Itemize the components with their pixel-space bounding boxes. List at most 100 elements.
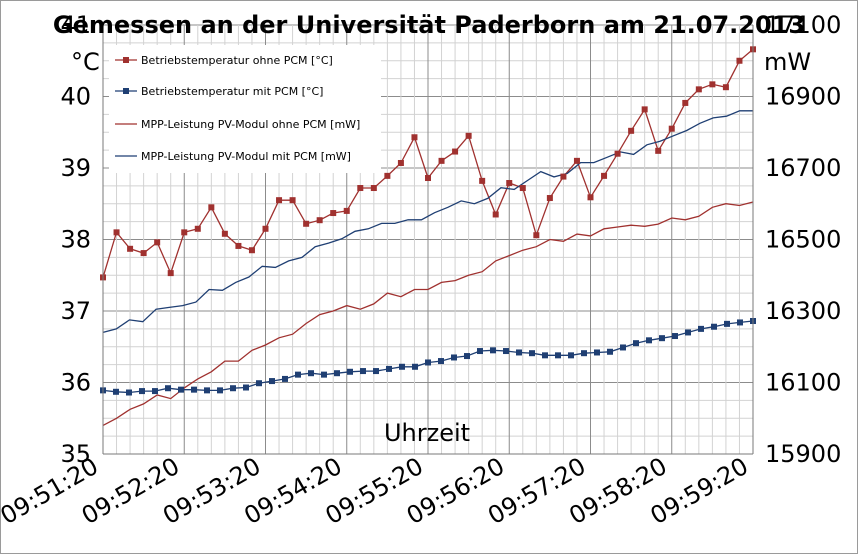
- data-point-1: [165, 385, 171, 392]
- y-right-tick-label: 16300: [765, 297, 841, 325]
- y-right-tick-label: 16500: [765, 226, 841, 254]
- data-point-1: [360, 368, 366, 375]
- data-point-1: [438, 358, 444, 365]
- y-right-tick-label: 15900: [765, 440, 841, 468]
- data-point-1: [464, 353, 470, 360]
- data-point-1: [529, 350, 535, 357]
- data-point-1: [451, 354, 457, 361]
- data-point-1: [282, 375, 288, 382]
- data-point-1: [113, 388, 119, 395]
- data-point-0: [411, 134, 418, 141]
- series-line-2: [102, 201, 754, 426]
- data-point-1: [503, 348, 509, 355]
- data-point-1: [243, 384, 249, 391]
- data-point-1: [230, 385, 236, 392]
- data-point-1: [672, 333, 678, 340]
- data-point-0: [709, 81, 716, 88]
- data-point-0: [370, 185, 377, 192]
- data-point-1: [594, 349, 600, 356]
- data-point-0: [465, 132, 472, 139]
- data-point-0: [343, 207, 350, 214]
- data-point-1: [633, 340, 639, 347]
- data-point-1: [256, 380, 262, 387]
- y-left-tick-label: 37: [60, 297, 91, 325]
- data-point-0: [154, 239, 161, 246]
- data-point-0: [140, 250, 147, 257]
- data-point-0: [641, 106, 648, 113]
- y-left-unit: °C: [71, 48, 100, 76]
- chart-title: Gemessen an der Universität Paderborn am…: [53, 11, 805, 39]
- data-point-1: [152, 388, 158, 395]
- legend-label-temp-ohne: Betriebstemperatur ohne PCM [°C]: [141, 54, 333, 67]
- x-axis-label: Uhrzeit: [384, 419, 470, 447]
- legend: Betriebstemperatur ohne PCM [°C] Betrieb…: [109, 45, 381, 173]
- data-point-1: [139, 388, 145, 395]
- data-point-1: [516, 349, 522, 356]
- data-point-1: [321, 371, 327, 378]
- data-point-1: [607, 348, 613, 355]
- data-point-0: [682, 99, 689, 106]
- data-point-0: [235, 242, 242, 249]
- y-right-tick-label: 16700: [765, 154, 841, 182]
- data-point-1: [698, 325, 704, 332]
- legend-label-power-ohne: MPP-Leistung PV-Modul ohne PCM [mW]: [141, 118, 360, 131]
- data-point-1: [399, 363, 405, 370]
- data-point-1: [711, 323, 717, 330]
- legend-marker-temp-mit: [123, 88, 129, 94]
- y-left-tick-label: 40: [60, 83, 91, 111]
- data-point-0: [167, 270, 174, 277]
- data-point-0: [397, 159, 404, 166]
- data-point-1: [191, 386, 197, 393]
- data-point-1: [568, 352, 574, 359]
- data-point-1: [217, 387, 223, 394]
- data-point-1: [334, 370, 340, 377]
- legend-item-temp-mit: Betriebstemperatur mit PCM [°C]: [115, 85, 323, 98]
- y-right-tick-label: 16100: [765, 369, 841, 397]
- data-point-1: [659, 335, 665, 342]
- data-point-0: [330, 210, 337, 217]
- data-point-1: [477, 348, 483, 355]
- y-left-tick-label: 39: [60, 154, 91, 182]
- data-point-1: [581, 350, 587, 357]
- data-point-0: [601, 172, 608, 179]
- data-point-0: [208, 204, 215, 211]
- data-point-0: [560, 173, 567, 180]
- data-point-0: [736, 57, 743, 64]
- data-point-1: [685, 329, 691, 336]
- data-point-0: [384, 172, 391, 179]
- data-point-1: [555, 352, 561, 359]
- data-point-1: [373, 368, 379, 375]
- data-point-0: [452, 148, 459, 155]
- data-point-0: [316, 217, 323, 224]
- data-point-1: [295, 371, 301, 378]
- data-point-1: [412, 363, 418, 370]
- data-point-0: [628, 127, 635, 134]
- data-point-1: [178, 386, 184, 393]
- data-point-1: [269, 378, 275, 385]
- data-point-0: [519, 185, 526, 192]
- data-point-1: [347, 368, 353, 375]
- data-point-0: [194, 225, 201, 232]
- data-point-0: [492, 211, 499, 218]
- data-point-1: [386, 365, 392, 372]
- data-point-0: [655, 147, 662, 154]
- data-point-0: [722, 84, 729, 91]
- data-point-1: [425, 359, 431, 366]
- data-point-1: [646, 337, 652, 344]
- data-point-0: [289, 197, 296, 204]
- data-point-0: [546, 195, 553, 202]
- data-point-0: [181, 229, 188, 236]
- data-point-0: [303, 220, 310, 227]
- legend-item-power-mit: MPP-Leistung PV-Modul mit PCM [mW]: [115, 150, 351, 163]
- data-point-0: [573, 157, 580, 164]
- y-left-tick-label: 36: [60, 369, 91, 397]
- data-point-0: [248, 247, 255, 254]
- data-point-0: [695, 86, 702, 93]
- data-point-0: [438, 157, 445, 164]
- data-point-1: [620, 344, 626, 351]
- data-point-0: [614, 150, 621, 157]
- data-point-1: [490, 347, 496, 354]
- y-right-unit: mW: [764, 48, 811, 76]
